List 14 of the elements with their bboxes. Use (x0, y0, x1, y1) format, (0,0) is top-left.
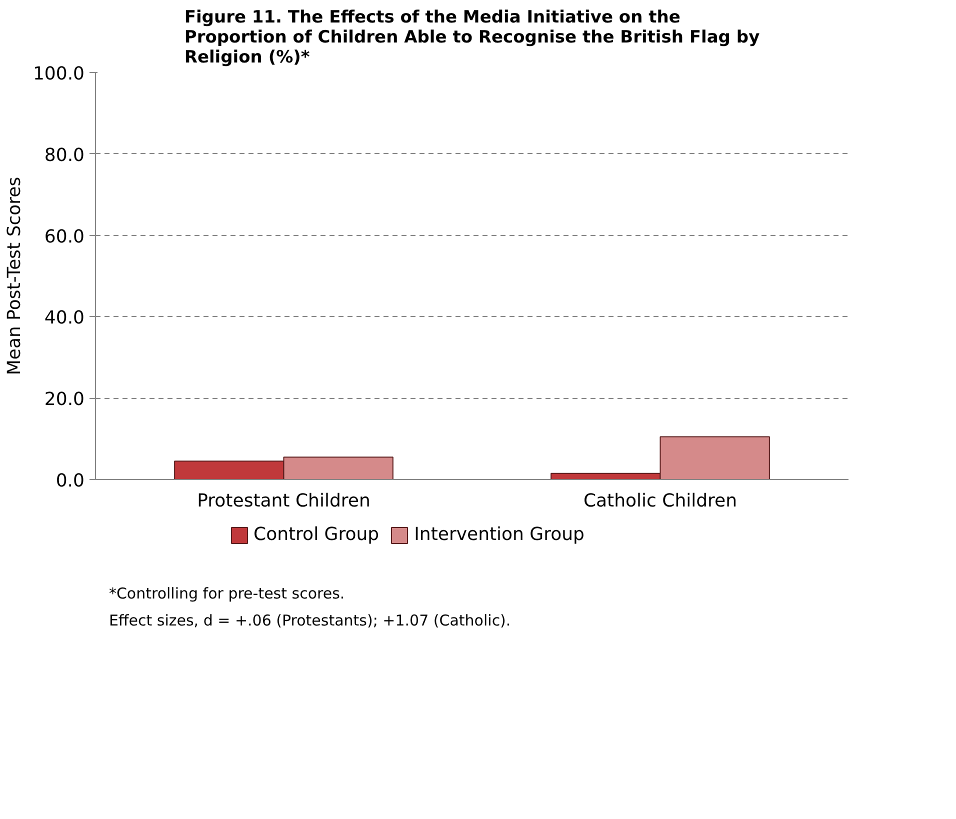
text: Effect sizes, d = +.06 (Protestants); +1.07 (Catholic). (108, 612, 511, 630)
y-axis-title: Mean Post-Test Scores (4, 176, 25, 376)
y-tick-label: 20.0 (44, 389, 84, 410)
text: *Controlling for pre-test scores. (108, 584, 345, 602)
y-tick-label: 0.0 (56, 470, 85, 492)
chart-title: Figure 11. The Effects of the Media Initiative on the Proportion of Children Able to Recognise the British Flag by Religion (%)* (184, 8, 760, 68)
y-tick-label: 40.0 (44, 308, 84, 329)
x-tick-label: Catholic Children (583, 490, 738, 512)
x-tick-label: Protestant Children (197, 490, 370, 512)
y-tick-label: 60.0 (44, 226, 84, 248)
y-tick-label: 80.0 (44, 144, 84, 166)
legend-label: Intervention Group (414, 524, 584, 545)
y-tick-label: 100.0 (32, 64, 84, 84)
legend-label: Control Group (254, 524, 380, 545)
